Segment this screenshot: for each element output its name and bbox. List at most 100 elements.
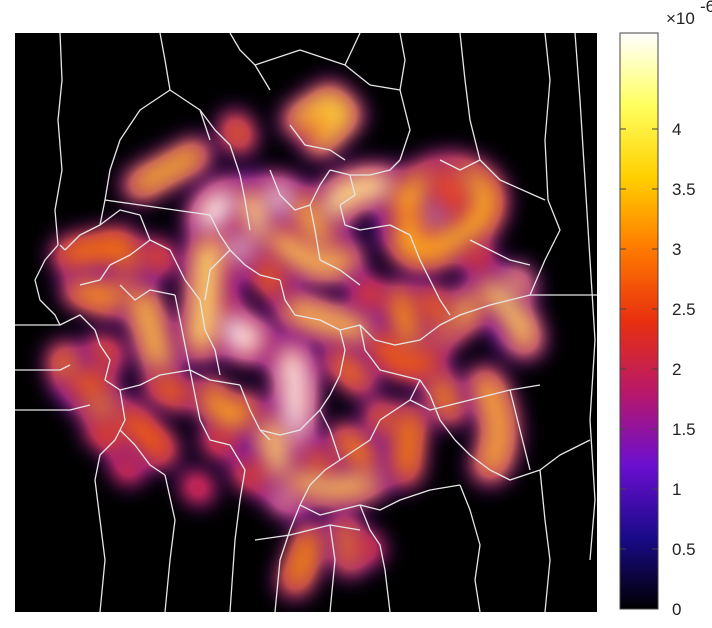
region-boundary-line [174, 294, 191, 371]
region-boundary-line [319, 329, 346, 411]
region-boundary-line [409, 234, 451, 316]
hotspot-core [333, 353, 367, 387]
region-boundary-line [459, 484, 481, 612]
region-boundary-line [239, 174, 251, 231]
region-boundary-line [339, 174, 356, 206]
region-boundary-line [419, 379, 456, 441]
region-boundary-line [139, 214, 186, 281]
hotspot-core [360, 540, 375, 555]
region-boundary-line [239, 384, 271, 441]
colorbar-tick-label: 3.5 [672, 180, 696, 199]
region-boundary-line [254, 524, 361, 541]
region-boundary-line [184, 279, 221, 376]
hotspot-core [271, 231, 354, 273]
region-boundary-line [229, 33, 271, 91]
region-boundary-line [374, 294, 531, 346]
region-boundary-line [54, 33, 63, 246]
region-boundary-line [15, 314, 96, 331]
hotspot-core [469, 249, 486, 266]
region-boundary-line [359, 504, 391, 612]
hotspot-core [481, 281, 534, 349]
region-boundary-line [319, 409, 341, 461]
region-boundary-line [539, 469, 551, 612]
region-boundary-line [344, 33, 361, 66]
hotspot-core [148, 248, 167, 267]
region-boundary-line [379, 379, 421, 421]
hotspot-core [398, 413, 417, 477]
hotspot-core [423, 293, 447, 322]
region-boundary-line [529, 199, 597, 296]
heatmap-plot-area [15, 33, 597, 612]
colorbar-tick-label: 3 [672, 240, 681, 259]
hotspot-core [94, 424, 121, 446]
region-boundary-line [79, 239, 151, 286]
region-boundary-line [229, 444, 246, 612]
hotspot-core [292, 92, 353, 148]
region-boundary-line [199, 109, 241, 176]
region-boundary-line [509, 389, 531, 471]
hotspot-core [261, 421, 289, 479]
region-boundary-line [189, 369, 231, 446]
colorbar-tick-label: 2.5 [672, 300, 696, 319]
region-boundary-line [469, 239, 531, 266]
region-boundary-line [99, 199, 211, 226]
region-boundary-line [94, 329, 121, 391]
colorbar-tick-label: 4 [672, 120, 681, 139]
region-boundary-line [209, 214, 281, 281]
colorbar-gradient [619, 32, 659, 610]
hotspot-core [240, 465, 260, 485]
density-hotspots [46, 81, 545, 598]
hotspot-core [291, 471, 379, 496]
region-boundary-line [94, 389, 126, 612]
hotspot-core [508, 273, 527, 292]
colorbar-exponent-suffix: -6 [700, 0, 712, 16]
region-boundary-line [119, 369, 241, 391]
region-boundary-line [15, 404, 91, 411]
hotspot-core [122, 412, 168, 458]
colorbar-exponent-prefix: ×10 [666, 9, 695, 28]
region-boundary-line [339, 419, 381, 461]
hotspot-core [288, 533, 317, 587]
hotspot-core [338, 523, 357, 567]
region-boundary-line [359, 324, 421, 381]
region-boundary-line [59, 244, 66, 251]
hotspot-core [476, 376, 508, 474]
hotspot-core [286, 301, 369, 339]
region-boundaries [15, 33, 597, 612]
hotspot-core [228, 121, 247, 145]
colorbar-ticks: 0 0.5 1 1.5 2 2.5 3 3.5 4 [620, 120, 696, 619]
region-boundary-line [399, 33, 406, 91]
region-boundary-line [289, 124, 346, 161]
region-boundary-line [309, 169, 331, 206]
region-boundary-line [544, 33, 551, 201]
region-boundary-line [574, 33, 596, 561]
region-boundary-line [459, 33, 546, 201]
hotspot-core [153, 378, 187, 402]
region-boundary-line [119, 284, 176, 301]
region-boundary-line [269, 169, 311, 211]
hotspot-core [202, 387, 253, 428]
region-boundary-line [329, 159, 401, 176]
region-boundary-line [164, 474, 176, 612]
hotspot-core [359, 284, 381, 306]
colorbar-tick-label: 1 [672, 480, 681, 499]
region-boundary-line [204, 249, 231, 301]
colorbar-tick-label: 0 [672, 600, 681, 619]
hotspot-core [62, 237, 143, 278]
region-boundary-line [299, 504, 361, 516]
colorbar: 0 0.5 1 1.5 2 2.5 3 3.5 4 ×10 -6 [619, 0, 712, 619]
hotspot-core [120, 460, 135, 475]
hotspot-core [392, 292, 418, 348]
region-boundary-line [104, 89, 171, 201]
region-boundary-line [409, 399, 471, 411]
region-boundary-line [329, 524, 336, 612]
hotspot-core [434, 178, 461, 211]
region-boundary-line [359, 484, 461, 511]
region-boundary-line [119, 429, 166, 476]
hotspot-core [133, 148, 202, 192]
colorbar-tick-label: 2 [672, 360, 681, 379]
hotspot-core [131, 291, 169, 369]
region-boundary-line [369, 84, 411, 161]
region-boundary-line [454, 439, 591, 481]
